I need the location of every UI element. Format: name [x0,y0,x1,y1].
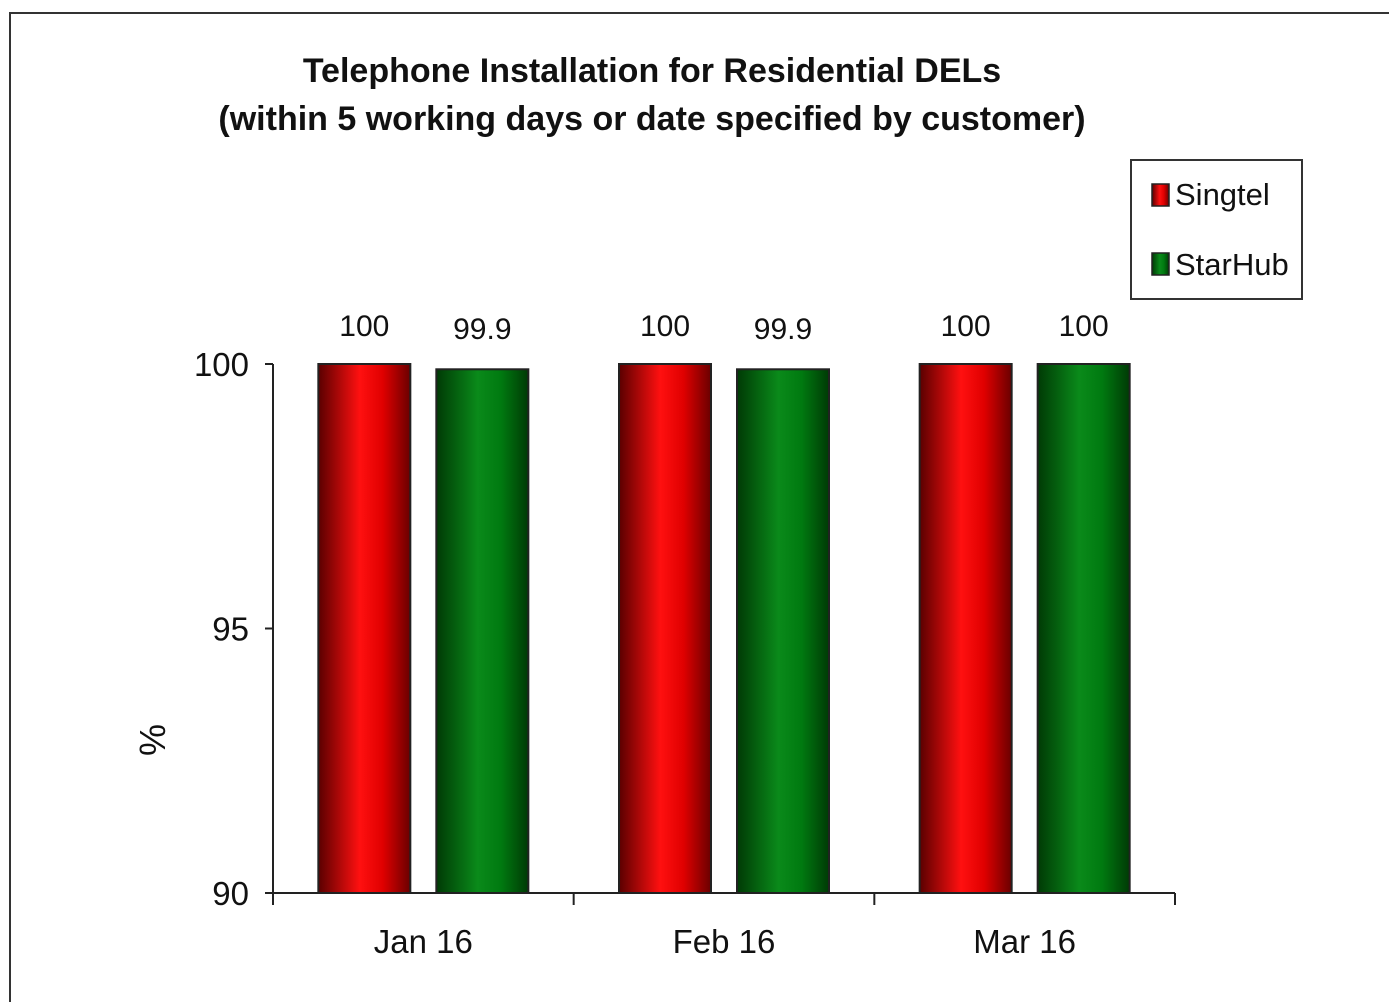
chart-frame [9,12,1389,1002]
legend: Singtel StarHub [1130,159,1303,300]
data-label: 100 [941,310,991,343]
y-tick-label: 95 [212,611,249,648]
y-tick-label: 100 [194,346,249,383]
legend-swatch-singtel [1151,183,1170,207]
data-label: 100 [640,310,690,343]
x-tick-label: Mar 16 [973,923,1076,960]
bar-starhub [736,368,830,895]
legend-swatch-starhub [1151,252,1170,276]
y-tick-label: 90 [212,875,249,912]
x-tick-label: Feb 16 [673,923,776,960]
legend-label-singtel: Singtel [1175,177,1270,212]
data-labels: 100 99.9 100 99.9 100 100 [339,310,1108,346]
bars [317,363,1131,895]
data-label: 99.9 [453,313,511,346]
bar-singtel [618,363,712,894]
x-axis: Jan 16 Feb 16 Mar 16 [272,892,1176,960]
data-label: 99.9 [754,313,812,346]
y-axis-label: % [132,724,173,756]
legend-box [1130,159,1303,300]
bar-starhub [435,368,530,895]
data-label: 100 [1059,310,1109,343]
x-tick-label: Jan 16 [374,923,473,960]
bar-singtel [317,363,412,894]
legend-label-starhub: StarHub [1175,247,1289,282]
data-label: 100 [339,310,389,343]
chart-subtitle: (within 5 working days or date specified… [218,100,1085,138]
y-axis: 90 95 100 [194,346,274,912]
bar-starhub [1036,363,1131,894]
bar-singtel [918,363,1013,894]
chart-title: Telephone Installation for Residential D… [303,52,1001,90]
